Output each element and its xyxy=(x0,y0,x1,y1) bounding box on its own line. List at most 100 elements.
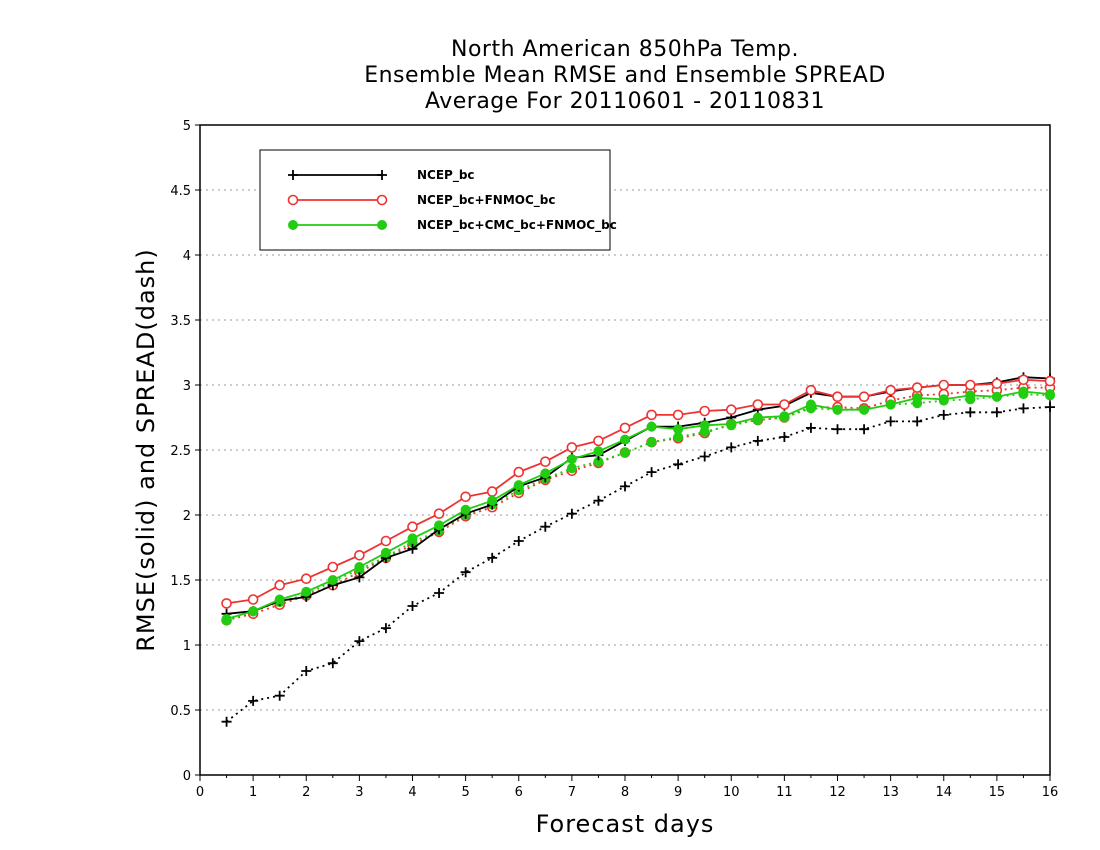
series-2-rmse-point xyxy=(1044,375,1056,387)
series-1-rmse-point xyxy=(407,543,418,554)
legend-marker xyxy=(377,170,387,180)
series-1-spread-point xyxy=(540,521,551,532)
x-tick-label: 15 xyxy=(989,785,1006,800)
series-3-rmse-point xyxy=(912,393,923,403)
series-2-rmse-point xyxy=(752,399,764,410)
series-1-spread-point xyxy=(513,536,524,546)
series-3-rmse-point xyxy=(301,586,312,597)
y-tick-label: 2 xyxy=(183,509,191,524)
series-3-rmse-point xyxy=(1018,386,1029,397)
series-2-rmse-point xyxy=(486,486,498,497)
series-1-spread-point xyxy=(354,636,365,647)
series-2-rmse-point xyxy=(725,404,737,416)
series-2-rmse-point xyxy=(460,491,471,503)
x-axis-label: Forecast days xyxy=(535,810,715,838)
series-1-spread-point xyxy=(699,451,710,462)
series-3-rmse-point xyxy=(673,424,684,435)
series-2-rmse-point xyxy=(300,573,312,585)
y-tick-label: 1.5 xyxy=(170,574,191,589)
series-1-spread-point xyxy=(248,695,259,706)
legend-marker xyxy=(288,220,298,230)
series-3-rmse-point xyxy=(407,533,418,544)
series-3-rmse-point xyxy=(327,575,338,585)
y-tick-label: 0.5 xyxy=(170,704,191,719)
series-3-rmse-point xyxy=(566,454,577,465)
legend-marker xyxy=(377,220,387,230)
x-tick-label: 1 xyxy=(249,785,257,800)
y-tick-label: 3 xyxy=(183,379,191,394)
series-2-rmse-point xyxy=(513,466,525,478)
series-3-rmse-point xyxy=(354,562,365,572)
chart-title-line-2: Ensemble Mean RMSE and Ensemble SPREAD xyxy=(364,63,886,88)
series-1-spread-point xyxy=(726,442,737,453)
series-1-spread-point xyxy=(752,435,763,446)
series-2-rmse-point xyxy=(221,598,232,609)
series-2-rmse-point xyxy=(938,379,950,391)
series-3-rmse-point xyxy=(805,399,816,410)
x-tick-label: 2 xyxy=(302,785,310,800)
series-2-rmse-point xyxy=(327,561,339,573)
legend-marker xyxy=(287,194,299,206)
series-3-rmse-point xyxy=(699,420,710,431)
series-1-rmse-line xyxy=(226,376,1051,615)
series-2-rmse-point xyxy=(354,549,365,561)
y-tick-label: 1 xyxy=(183,639,191,654)
series-3-rmse-point xyxy=(434,520,445,531)
series-1-spread-point xyxy=(1018,403,1029,414)
series-3-rmse-point xyxy=(274,594,285,605)
series-3-rmse-point xyxy=(859,404,870,415)
series-3-rmse-point xyxy=(380,547,391,558)
series-1-spread-point xyxy=(327,658,338,669)
series-1-spread-point xyxy=(380,623,391,634)
x-tick-label: 6 xyxy=(515,785,523,800)
series-3-spread-line xyxy=(226,393,1051,622)
legend-label: NCEP_bc xyxy=(417,168,475,183)
series-3-spread-point xyxy=(620,447,630,458)
y-tick-label: 2.5 xyxy=(170,444,191,459)
y-tick-label: 0 xyxy=(183,769,191,784)
x-tick-label: 0 xyxy=(196,785,204,800)
series-1-spread-point xyxy=(885,416,896,427)
series-3-rmse-point xyxy=(646,421,657,432)
series-1-spread-point xyxy=(593,495,604,506)
series-1-spread-line xyxy=(226,406,1051,723)
x-tick-label: 3 xyxy=(355,785,363,800)
series-1-rmse-point xyxy=(354,572,365,583)
series-3-rmse-point xyxy=(487,495,498,506)
series-2-rmse-point xyxy=(380,535,392,547)
series-2-rmse-point xyxy=(885,384,896,396)
y-tick-label: 5 xyxy=(183,119,191,134)
series-1-spread-point xyxy=(805,422,816,433)
y-tick-label: 4.5 xyxy=(170,184,191,199)
x-tick-label: 10 xyxy=(723,785,740,800)
x-tick-label: 7 xyxy=(568,785,576,800)
series-3-rmse-point xyxy=(991,391,1002,402)
series-1-spread-point xyxy=(460,567,471,578)
series-3-rmse-line xyxy=(226,390,1051,620)
series-3-rmse-point xyxy=(885,399,896,410)
series-3-spread-point xyxy=(566,463,577,474)
series-2-rmse-point xyxy=(965,379,976,391)
series-1-spread-point xyxy=(434,588,445,598)
series-2-rmse-point xyxy=(805,384,817,396)
series-3-rmse-point xyxy=(248,606,259,617)
y-tick-label: 3.5 xyxy=(170,314,191,329)
chart-title-line-1: North American 850hPa Temp. xyxy=(450,37,800,62)
series-1-spread-point xyxy=(832,424,843,435)
x-tick-label: 12 xyxy=(829,785,846,800)
x-tick-label: 14 xyxy=(935,785,952,800)
series-3-rmse-point xyxy=(752,412,763,423)
series-2-rmse-point xyxy=(619,422,631,434)
chart-title-line-3: Average For 20110601 - 20110831 xyxy=(424,89,826,114)
series-2-spread-line xyxy=(226,386,1050,622)
x-tick-label: 4 xyxy=(408,785,416,800)
series-2-rmse-point xyxy=(407,521,418,533)
y-tick-label: 4 xyxy=(183,249,191,264)
legend-label: NCEP_bc+FNMOC_bc xyxy=(417,193,556,208)
y-axis-label: RMSE(solid) and SPREAD(dash) xyxy=(132,248,160,652)
x-tick-label: 13 xyxy=(882,785,899,800)
legend-marker xyxy=(376,194,388,206)
series-3-rmse-point xyxy=(832,404,843,415)
series-3-rmse-point xyxy=(779,411,790,422)
